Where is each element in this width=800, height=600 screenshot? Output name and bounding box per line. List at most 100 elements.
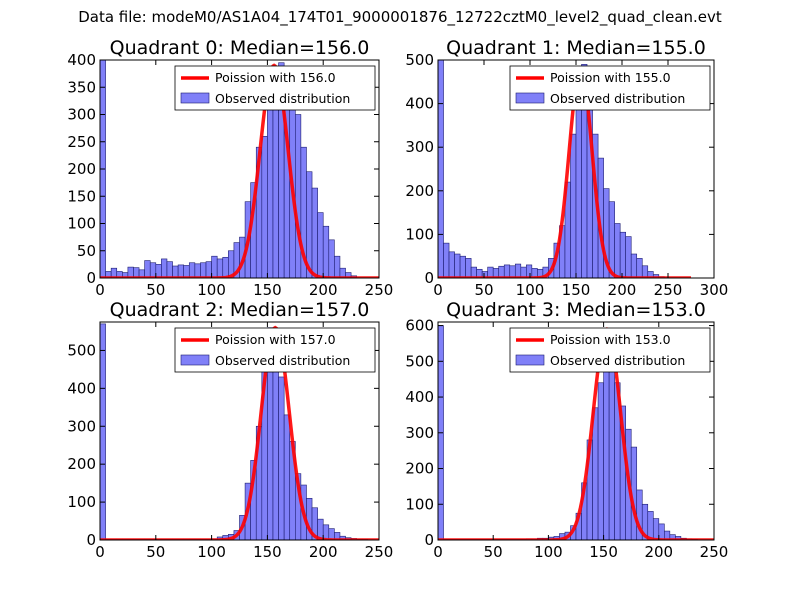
histogram-bar: [509, 265, 516, 278]
x-tick-label: 300: [700, 281, 729, 299]
histogram-bar: [465, 258, 472, 278]
histogram-bar: [177, 264, 184, 278]
histogram-bar: [144, 260, 151, 278]
y-tick-label: 400: [405, 388, 434, 406]
histogram-bar: [514, 263, 522, 278]
legend-bar-label: Observed distribution: [550, 353, 685, 368]
histogram-bar: [647, 511, 654, 540]
x-tick-label: 250: [365, 543, 394, 561]
quadrant-1-legend: Poission with 155.0 Observed distribution: [509, 65, 711, 111]
histogram-bar: [630, 253, 638, 278]
histogram-bar: [625, 236, 632, 278]
x-tick-label: 200: [608, 281, 637, 299]
histogram-bar: [636, 258, 643, 278]
y-tick-label: 300: [405, 424, 434, 442]
y-tick-label: 100: [405, 225, 434, 243]
histogram-bar: [526, 264, 533, 278]
y-tick-label: 400: [67, 51, 96, 69]
legend-bar-swatch: [180, 354, 210, 366]
x-tick-label: 50: [146, 281, 165, 299]
x-tick-label: 150: [253, 281, 282, 299]
x-tick-label: 250: [365, 281, 394, 299]
histogram-bar: [575, 88, 582, 278]
quadrant-3-axes-frame: [437, 321, 715, 541]
x-tick-label: 100: [197, 281, 226, 299]
quadrant-2-legend: Poission with 157.0 Observed distribution: [174, 327, 376, 373]
quadrant-3-legend: Poission with 153.0 Observed distribution: [509, 327, 711, 373]
histogram-bar: [278, 376, 285, 540]
histogram-bar: [261, 136, 268, 278]
y-tick-label: 50: [77, 242, 96, 260]
y-tick-label: 200: [405, 460, 434, 478]
histogram-bar: [294, 114, 302, 278]
quadrant-1-plot: Quadrant 1: Median=155.0 0 50 100 150 200 250 3…: [405, 37, 728, 299]
y-tick-label: 0: [86, 269, 96, 287]
histogram-bar: [188, 262, 196, 278]
y-tick-label: 100: [67, 493, 96, 511]
x-tick-label: 150: [562, 281, 591, 299]
y-tick-label: 350: [67, 78, 96, 96]
y-tick-label: 400: [67, 379, 96, 397]
histogram-bar: [652, 518, 660, 540]
poisson-curve: [438, 66, 691, 278]
histogram-bar: [317, 212, 324, 278]
histogram-bar: [641, 265, 649, 278]
quadrant-3-plot: Quadrant 3: Median=153.0 0 50 100 150 200 250 0…: [405, 299, 728, 561]
histogram-bar: [283, 414, 291, 540]
histogram-bar: [328, 239, 335, 278]
histogram-bar: [322, 524, 330, 540]
x-tick-label: 50: [474, 281, 493, 299]
x-tick-label: 150: [589, 543, 618, 561]
histogram-bar: [211, 255, 218, 278]
histogram-bar: [454, 253, 461, 278]
histogram-bar: [438, 60, 444, 278]
legend-bar-swatch: [515, 354, 545, 366]
histogram-bar: [459, 255, 466, 278]
histogram-bar: [149, 262, 157, 278]
histogram-bar: [597, 382, 604, 540]
histogram-bar: [311, 187, 318, 278]
x-tick-label: 200: [644, 543, 673, 561]
histogram-bar: [503, 264, 511, 278]
x-tick-label: 250: [700, 543, 729, 561]
histogram-bar: [194, 263, 201, 278]
legend-line-label: Poission with 156.0: [215, 70, 336, 85]
quadrant-1-bars: [438, 60, 665, 278]
y-tick-label: 500: [405, 352, 434, 370]
quadrant-0-title: Quadrant 0: Median=156.0: [110, 37, 370, 59]
histogram-bar: [222, 256, 229, 278]
histogram-bar: [155, 264, 162, 278]
x-tick-label: 100: [516, 281, 545, 299]
histogram-bar: [183, 265, 190, 278]
figure-suptitle: Data file: modeM0/AS1A04_174T01_90000018…: [78, 8, 722, 26]
y-tick-label: 100: [67, 215, 96, 233]
histogram-bar: [100, 323, 106, 540]
histogram-bar: [166, 261, 173, 278]
y-tick-label: 0: [86, 531, 96, 549]
y-tick-label: 0: [424, 269, 434, 287]
histogram-bar: [448, 251, 455, 278]
legend-bar-label: Observed distribution: [550, 91, 685, 106]
legend-bar-label: Observed distribution: [215, 91, 350, 106]
histogram-bar: [658, 523, 665, 540]
legend-bar-swatch: [180, 92, 210, 104]
histogram-bar: [216, 258, 224, 278]
y-tick-label: 300: [67, 106, 96, 124]
x-tick-label: 0: [95, 543, 105, 561]
y-tick-label: 300: [405, 138, 434, 156]
y-tick-label: 500: [67, 341, 96, 359]
x-tick-label: 0: [433, 543, 443, 561]
histogram-bar: [619, 231, 626, 278]
y-tick-label: 150: [67, 187, 96, 205]
histogram-bar: [161, 258, 168, 278]
histogram-bar: [614, 223, 621, 278]
quadrant-0-plot: Quadrant 0: Median=156.0 0 50 100 150 200 250 0…: [67, 37, 393, 299]
y-tick-label: 200: [405, 182, 434, 200]
y-tick-label: 400: [405, 95, 434, 113]
legend-bar-label: Observed distribution: [215, 353, 350, 368]
y-tick-label: 200: [67, 160, 96, 178]
y-tick-label: 0: [424, 531, 434, 549]
y-tick-label: 500: [405, 51, 434, 69]
x-tick-label: 100: [534, 543, 563, 561]
histogram-bar: [205, 261, 212, 278]
